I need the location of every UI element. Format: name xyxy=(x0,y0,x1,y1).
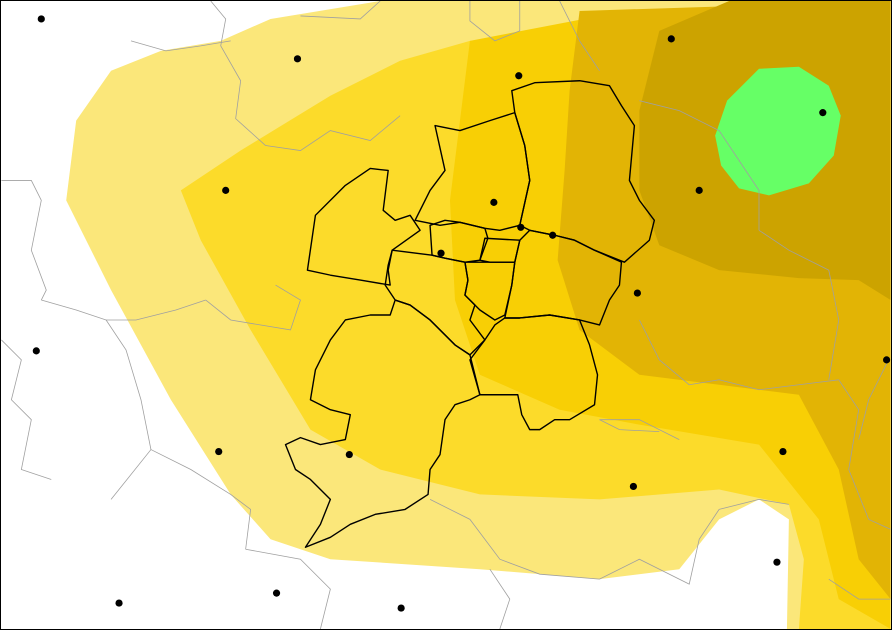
municipality-boundary xyxy=(1,180,47,301)
stations xyxy=(32,15,891,612)
municipality-boundary xyxy=(639,319,690,386)
municipality-boundary xyxy=(41,299,206,321)
station-marker[interactable] xyxy=(115,599,123,607)
municipality-boundary xyxy=(758,229,840,380)
station-marker[interactable] xyxy=(515,72,523,80)
municipality-boundary xyxy=(300,1,381,20)
municipality-boundary xyxy=(210,1,266,146)
station-marker[interactable] xyxy=(773,558,781,566)
municipality-boundary xyxy=(489,568,511,629)
municipality-boundary xyxy=(639,100,720,131)
value-bands xyxy=(66,1,891,629)
station-marker[interactable] xyxy=(779,447,787,456)
station-marker[interactable] xyxy=(549,231,557,239)
municipality-boundary xyxy=(858,359,889,440)
municipality-boundary xyxy=(559,1,600,71)
municipality-boundary xyxy=(1,339,52,480)
municipality-boundary xyxy=(205,284,301,331)
station-marker[interactable] xyxy=(32,347,40,355)
station-marker[interactable] xyxy=(633,289,641,297)
station-marker[interactable] xyxy=(37,15,45,23)
municipality-boundary xyxy=(130,40,231,52)
municipality-boundary xyxy=(469,1,521,42)
district-boundary xyxy=(464,261,516,321)
municipality-boundary xyxy=(245,548,331,629)
station-marker[interactable] xyxy=(883,356,891,364)
station-marker[interactable] xyxy=(293,55,302,63)
station-marker[interactable] xyxy=(629,482,637,491)
district-boundary xyxy=(469,314,599,431)
municipality-boundary xyxy=(429,499,600,580)
municipality-boundary xyxy=(265,115,401,151)
station-marker[interactable] xyxy=(215,447,223,456)
station-marker[interactable] xyxy=(437,249,445,257)
district-boundaries xyxy=(284,80,656,548)
municipality-boundary xyxy=(718,130,760,231)
peak-highlight xyxy=(715,66,841,196)
municipality-boundary xyxy=(150,449,252,550)
district-boundary xyxy=(284,299,481,548)
station-marker[interactable] xyxy=(345,450,353,459)
station-marker[interactable] xyxy=(397,604,405,612)
station-marker[interactable] xyxy=(517,223,525,231)
station-marker[interactable] xyxy=(222,186,230,194)
municipality-boundary xyxy=(828,578,891,600)
district-boundary xyxy=(306,167,421,286)
municipality-boundary xyxy=(599,419,660,433)
municipality-boundary xyxy=(105,319,152,500)
municipality-boundary xyxy=(599,509,720,585)
station-marker[interactable] xyxy=(272,589,281,597)
municipality-boundary xyxy=(599,419,680,440)
station-marker[interactable] xyxy=(490,198,498,206)
municipality-boundary xyxy=(838,379,891,530)
municipality-boundary xyxy=(689,379,839,391)
municipality-boundary xyxy=(719,499,789,510)
station-marker[interactable] xyxy=(667,35,675,43)
station-marker[interactable] xyxy=(819,109,827,117)
station-marker[interactable] xyxy=(695,186,703,194)
